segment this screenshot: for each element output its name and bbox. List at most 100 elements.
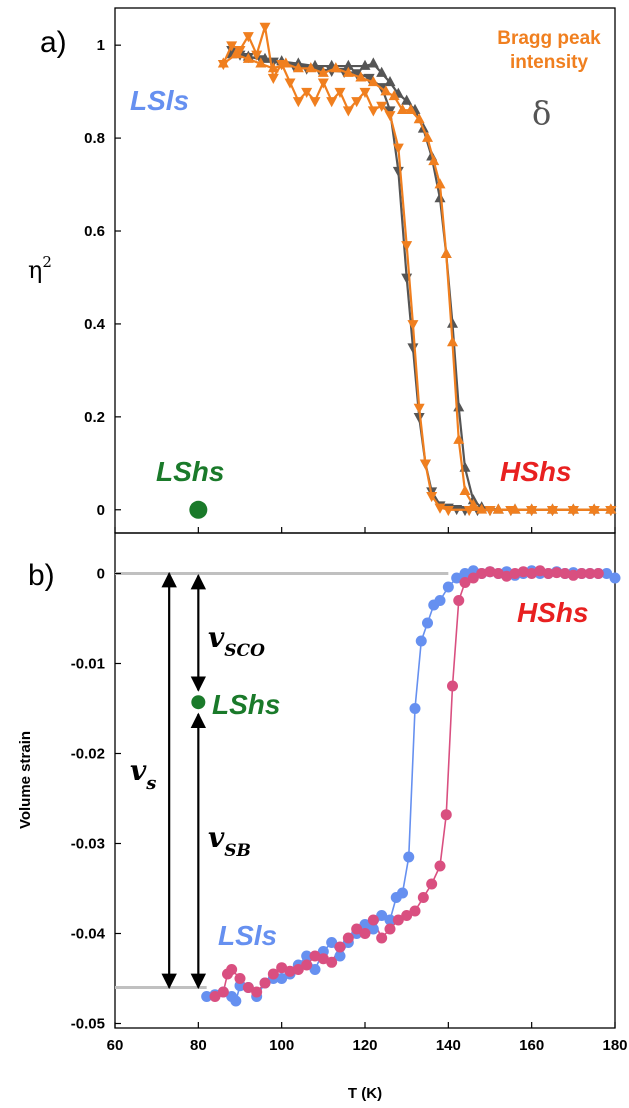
series-point-b-heating [440,809,452,821]
series-point-b-heating [534,565,546,577]
series-point-b-cooling [434,595,446,606]
series-point-a-2 [376,101,388,112]
series-point-b-heating [447,680,458,692]
panel-b-label: b) [28,559,55,592]
series-point-b-heating [234,973,246,984]
series-point-a-3 [397,103,408,115]
series-point-a-2 [309,97,321,108]
series-point-b-heating [242,982,254,993]
series-point-b-heating [576,568,588,579]
xtick-label-b: 80 [190,1037,207,1054]
series-point-a-2 [384,111,396,122]
annotation-a-lshs: LShs [156,456,224,487]
series-point-a-2 [367,106,379,117]
panel-b-ylabel: Volume strain [17,731,34,829]
series-point-a-3 [588,503,600,514]
arrow-label-vsb: vSB [208,821,251,861]
series-point-b-heating [426,878,438,890]
series-point-a-3 [230,48,242,59]
series-point-a-1 [367,57,379,68]
series-point-b-cooling [334,950,346,962]
series-point-a-2 [419,459,431,470]
series-point-a-3 [367,76,379,87]
series-point-b-heating [226,964,238,975]
series-point-b-cooling [609,572,621,584]
series-point-a-3 [405,103,417,115]
series-point-a-2 [334,87,346,98]
series-point-b-heating [376,932,388,944]
series-point-b-cooling [276,973,288,984]
series-point-a-3 [453,433,465,444]
series-point-b-heating [453,595,465,606]
annotation-b-lshs: LShs [212,689,280,720]
series-point-a-3 [413,113,425,124]
series-point-a-3 [388,89,400,101]
ytick-label-b: 0 [97,566,105,583]
series-point-a-2 [401,241,413,252]
series-point-a-3 [217,57,229,68]
series-point-a-2 [251,50,263,61]
series-point-a-2 [267,73,279,85]
series-point-a-0 [413,413,425,424]
series-point-b-heating [292,964,304,975]
ytick-label-a: 1 [97,37,105,54]
series-point-a-3 [567,503,579,514]
series-point-a-2 [292,97,304,108]
series-point-a-0 [392,166,404,177]
arrow-label-vsco-main: v [208,621,225,654]
series-point-a-3 [526,503,538,514]
panel-a-ylabel-superscript: 2 [42,253,52,271]
series-point-b-heating [251,986,263,998]
series-point-b-heating [492,568,504,579]
series-point-a-3 [342,66,354,77]
series-point-a-2 [359,87,371,98]
series-point-a-3 [428,154,440,166]
arrow-label-vsb-sub: SB [224,841,251,861]
series-point-b-cooling [359,919,371,930]
xtick-label-b: 140 [436,1037,461,1054]
series-point-b-cooling [326,937,338,948]
ytick-label-a: 0 [97,502,105,519]
xtick-label-b: 60 [107,1037,124,1054]
series-point-a-3 [422,131,433,142]
xtick-label-b: 180 [602,1037,627,1054]
annotation-b-hshs: HShs [517,597,589,628]
panel-b-arrows [161,571,207,990]
series-point-b-heating [517,566,529,578]
series-point-a-3 [547,503,558,514]
series-point-b-cooling [415,635,427,647]
annotation-a-lsls: LSls [130,85,189,116]
xtick-label-b: 160 [519,1037,544,1054]
arrow-label-vsco-sub: SCO [224,641,265,661]
series-point-a-1 [434,192,446,203]
series-point-b-heating [476,568,488,579]
series-point-a-2 [392,143,404,154]
panel-a: 0 0.2 0.4 0.6 0.8 1 a) η2 Bragg peak intensit… [28,7,617,534]
ytick-label-a: 0.2 [84,409,105,426]
ytick-label-b: -0.03 [71,836,105,853]
series-point-a-1 [342,59,354,70]
series-point-a-2 [407,320,419,331]
series-point-b-heating [567,569,579,581]
series-point-b-heating [334,941,346,953]
series-point-a-1 [384,76,396,87]
series-point-a-3 [380,85,392,96]
series-point-b-heating [434,860,446,872]
series-point-a-2 [226,41,238,52]
series-point-a-3 [292,62,304,73]
series-point-b-heating [276,962,288,974]
series-point-b-heating [551,567,563,579]
series-point-a-1 [376,66,388,77]
series-point-b-cooling [459,568,471,579]
xtick-label-b: 120 [352,1037,377,1054]
series-point-a-2 [317,78,329,89]
series-point-b-heating [351,923,363,935]
series-point-b-heating [217,986,229,998]
series-point-b-heating [526,568,538,579]
series-point-b-cooling [397,887,408,899]
series-point-a-2 [484,505,496,517]
series-point-b-heating [309,950,321,962]
